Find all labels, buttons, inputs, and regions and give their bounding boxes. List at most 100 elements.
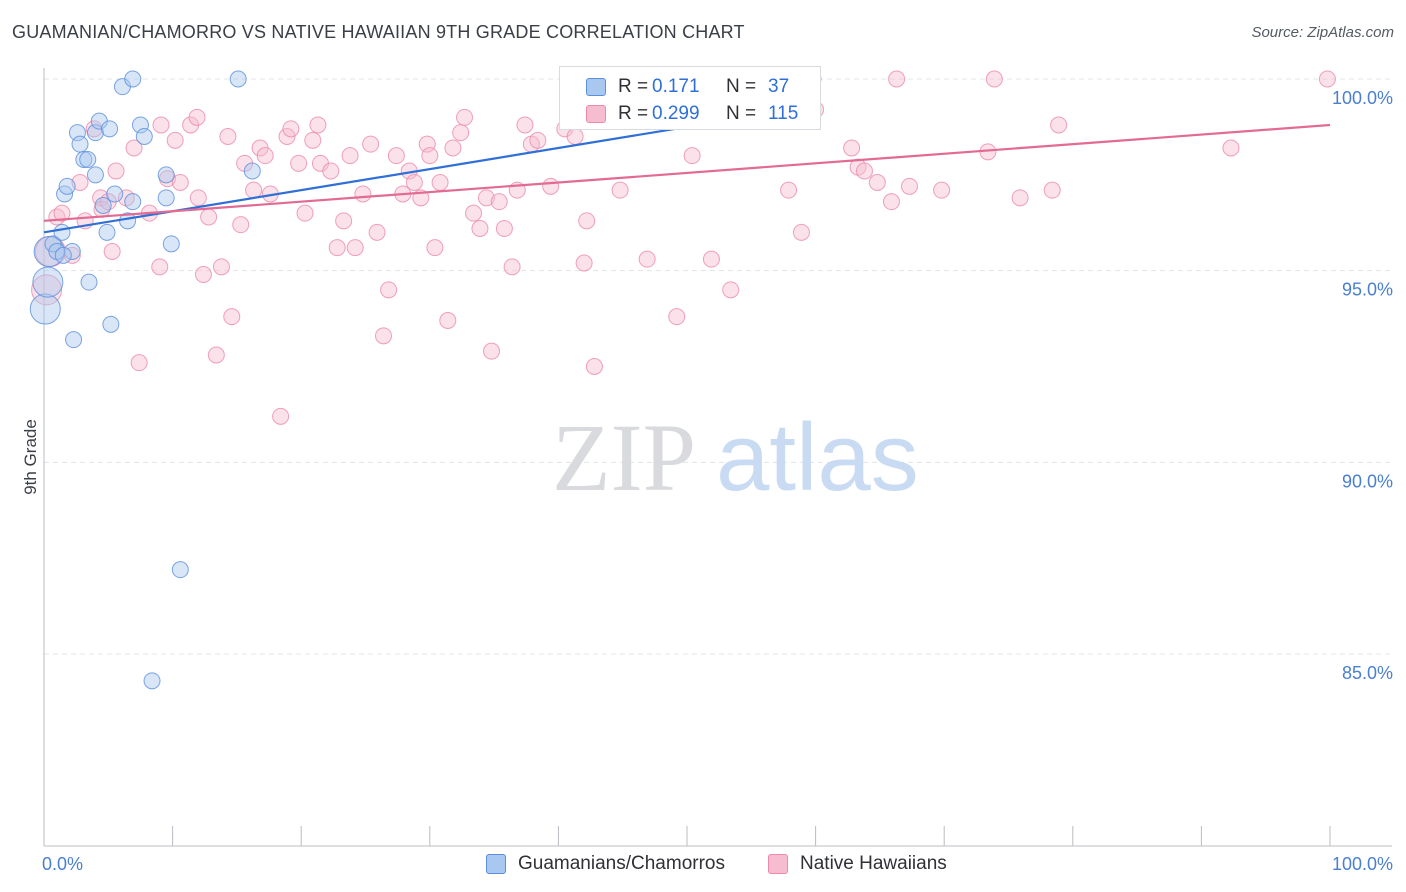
native-hawaiian-point [490,193,508,211]
native-hawaiian-point [529,131,547,149]
native-hawaiian-point [503,258,521,276]
native-hawaiian-point [219,128,237,145]
guamanian-point [162,235,180,253]
native-hawaiian-point [477,189,495,207]
native-hawaiian-point [456,108,474,126]
native-hawaiian-point [380,281,398,299]
native-hawaiian-point [1318,70,1336,88]
guamanian-point [75,151,93,168]
guamanian-point [171,561,189,579]
legend-r-label: R = [618,103,649,124]
y-tick-label: 90.0% [1342,471,1393,491]
native-hawaiian-point [53,204,71,222]
native-hawaiian-point [683,147,701,165]
correlation-legend: R = 0.171 N = 37 R = 0.299 N = 115 [559,66,821,130]
guamanian-point [79,151,97,168]
legend-r-value: 0.171 [652,76,700,97]
native-hawaiian-point [278,128,296,145]
x-tick-label: 100.0% [1332,854,1393,874]
native-hawaiian-point [702,250,720,268]
legend-n-value: 115 [768,103,799,124]
native-hawaiian-point [888,70,906,88]
native-hawaiian-point [542,177,560,195]
guamanian-point [54,246,72,264]
legend-n-label: N = [726,103,757,124]
native-hawaiian-point [256,147,274,165]
axis-layer: 9th Grade 0.0% 100.0% [21,68,1393,874]
native-hawaiian-point [843,139,861,157]
watermark: ZIP atlas [552,404,919,511]
chart-title: GUAMANIAN/CHAMORRO VS NATIVE HAWAIIAN 9T… [12,22,745,42]
guamanian-point [86,166,104,184]
native-hawaiian-point [166,131,184,149]
guamanian-point [80,273,98,291]
native-hawaiian-point [668,308,686,326]
guamanian-point [32,266,64,298]
native-hawaiian-point [375,327,393,345]
native-hawaiian-trend-line [43,123,1331,222]
guamanian-point [58,177,76,195]
guamanian-point [101,120,119,138]
native-hawaiian-point [444,139,462,157]
native-hawaiian-point [426,239,444,257]
native-hawaiian-point [212,258,230,276]
y-tick-label: 85.0% [1342,663,1393,683]
guamanian-point [157,189,175,207]
y-tick-label: 100.0% [1332,88,1393,108]
guamanians-points [29,70,261,690]
guamanian-point [229,70,247,88]
guamanian-point [44,235,62,253]
native-hawaiian-point [125,139,143,157]
native-hawaiian-point [304,131,322,149]
bottom-legend-native-hawaiians: Native Hawaiians [768,852,988,876]
native-hawaiian-point [335,212,353,230]
chart-source: Source: ZipAtlas.com [1251,24,1394,41]
native-hawaiian-point [405,174,423,191]
native-hawaiian-point [900,177,918,195]
native-hawaiian-point [107,162,125,180]
guamanian-point [98,223,116,241]
native-hawaiian-point [483,342,501,360]
y-tick-label: 95.0% [1342,280,1393,300]
guamanian-point [124,70,142,88]
legend-r-value: 0.299 [652,103,700,124]
guamanian-point [71,135,89,153]
native-hawaiian-point [585,358,603,375]
bottom-legend-label: Guamanians/Chamorros [518,853,725,874]
native-hawaiian-point [578,212,596,230]
guamanian-point [94,197,112,214]
native-hawaiian-point [290,154,308,172]
guamanian-point [143,672,161,690]
native-hawaiian-point [71,174,89,191]
native-hawaiian-point [792,223,810,241]
native-hawaiian-point [985,70,1003,88]
native-hawaiian-point [638,250,656,268]
native-hawaiian-point [1043,181,1061,199]
legend-row-guamanians: R = 0.171 N = 37 [560,74,820,102]
bottom-legend-swatch-pink [768,854,788,874]
native-hawaiian-point [516,116,534,134]
native-hawaiian-point [368,223,386,241]
guamanian-point [135,128,153,145]
bottom-legend-swatch-blue [486,854,506,874]
guamanian-point [29,293,61,325]
native-hawaiian-point [421,147,439,165]
native-hawaiian-point [171,174,189,191]
bottom-legend-guamanians: Guamanians/Chamorros [486,852,756,876]
native-hawaiian-point [855,162,873,180]
native-hawaiian-point [1050,116,1068,134]
native-hawaiian-point [452,124,470,142]
watermark-atlas: atlas [716,404,919,511]
native-hawaiian-point [282,120,300,138]
native-hawaiian-point [272,407,290,425]
native-hawaiian-point [194,266,212,283]
native-hawaiian-point [780,181,798,199]
grid-layer: 100.0% 95.0% 90.0% 85.0% [44,78,1393,683]
native-hawaiian-point [309,116,327,134]
native-hawaiian-point [1011,189,1029,207]
native-hawaiian-point [232,216,250,234]
native-hawaiian-point [296,204,314,222]
native-hawaiian-point [151,258,169,276]
legend-row-native-hawaiians: R = 0.299 N = 115 [560,101,820,129]
guamanian-point [102,315,120,333]
